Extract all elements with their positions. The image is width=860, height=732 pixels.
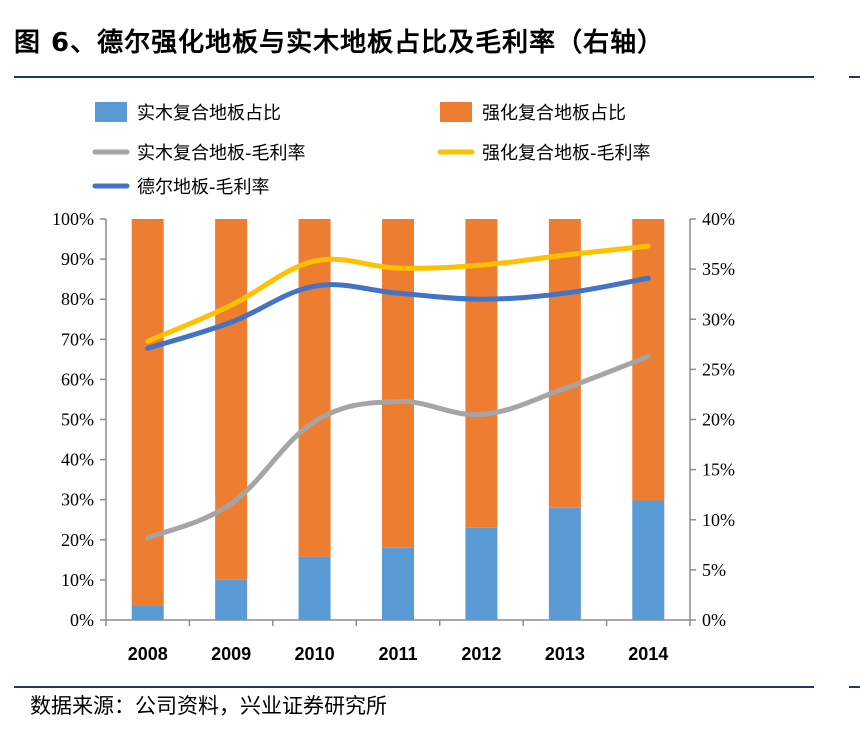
bar-laminate-share-2013 bbox=[548, 219, 581, 508]
left-tick-label: 20% bbox=[61, 530, 94, 550]
left-tick-label: 40% bbox=[61, 450, 94, 470]
bar-solid-share-2010 bbox=[298, 556, 331, 620]
bar-laminate-share-2011 bbox=[382, 219, 414, 548]
figure-title: 图 6、德尔强化地板与实木地板占比及毛利率（右轴） bbox=[14, 28, 665, 58]
line-laminate-margin bbox=[145, 243, 651, 344]
right-tick-label: 0% bbox=[702, 610, 726, 630]
left-axis-ticks: 0% 10% 20% 30% 40% 50% 60% 70% 80% 90% 100% bbox=[52, 209, 94, 630]
bar-laminate-share-2009 bbox=[215, 219, 248, 580]
bar-solid-share-2012 bbox=[465, 527, 498, 620]
left-tick-label: 50% bbox=[61, 410, 94, 430]
line-solid-margin bbox=[145, 353, 651, 541]
right-tick-label: 25% bbox=[702, 359, 735, 379]
line-der-margin bbox=[145, 275, 651, 351]
bar-laminate-share-2010 bbox=[298, 219, 331, 557]
bar-laminate-share-2012 bbox=[465, 219, 498, 528]
left-tick-label: 0% bbox=[70, 610, 94, 630]
legend-swatch-laminate-share bbox=[440, 102, 472, 122]
x-tick-label: 2013 bbox=[545, 644, 585, 664]
lines bbox=[145, 243, 651, 541]
bar-solid-share-2014 bbox=[632, 500, 665, 620]
left-tick-label: 30% bbox=[61, 490, 94, 510]
edge-tick-bottom bbox=[849, 686, 860, 688]
x-tick-label: 2012 bbox=[461, 644, 501, 664]
x-axis-ticks: 2008 2009 2010 2011 2012 2013 2014 bbox=[128, 644, 669, 664]
bar-solid-share-2011 bbox=[382, 547, 414, 620]
right-tick-label: 40% bbox=[702, 209, 735, 229]
x-tick-label: 2008 bbox=[128, 644, 168, 664]
right-axis-ticks: 0% 5% 10% 15% 20% 25% 30% 35% 40% bbox=[702, 209, 735, 630]
legend-label-laminate-share: 强化复合地板占比 bbox=[482, 103, 626, 124]
source-note: 数据来源：公司资料，兴业证券研究所 bbox=[30, 694, 387, 718]
bar-solid-share-2008 bbox=[131, 605, 164, 620]
right-tick-label: 10% bbox=[702, 510, 735, 530]
left-tick-label: 90% bbox=[61, 249, 94, 269]
title-underline bbox=[14, 76, 814, 78]
right-tick-label: 30% bbox=[702, 309, 735, 329]
bar-solid-share-2009 bbox=[215, 579, 248, 620]
x-tick-label: 2011 bbox=[378, 644, 417, 664]
right-tick-label: 20% bbox=[702, 410, 735, 430]
right-tick-label: 35% bbox=[702, 259, 735, 279]
x-tick-label: 2010 bbox=[295, 644, 335, 664]
right-tick-label: 5% bbox=[702, 560, 726, 580]
legend-label-laminate-margin: 强化复合地板-毛利率 bbox=[482, 143, 651, 164]
left-tick-label: 100% bbox=[52, 209, 94, 229]
legend-label-solid-share: 实木复合地板占比 bbox=[137, 103, 281, 124]
left-tick-label: 10% bbox=[61, 570, 94, 590]
x-tick-label: 2009 bbox=[211, 644, 251, 664]
bar-solid-share-2013 bbox=[548, 507, 581, 620]
source-rule bbox=[14, 686, 814, 688]
legend-label-solid-margin: 实木复合地板-毛利率 bbox=[137, 143, 306, 164]
left-tick-label: 60% bbox=[61, 369, 94, 389]
legend: 实木复合地板占比 强化复合地板占比 实木复合地板-毛利率 强化复合地板-毛利率 … bbox=[92, 102, 651, 198]
bars bbox=[131, 219, 665, 620]
x-tick-label: 2014 bbox=[628, 644, 668, 664]
legend-swatch-solid-share bbox=[95, 102, 127, 122]
left-tick-label: 70% bbox=[61, 329, 94, 349]
edge-tick-top bbox=[849, 76, 860, 78]
bar-laminate-share-2008 bbox=[131, 219, 164, 606]
legend-label-der-margin: 德尔地板-毛利率 bbox=[137, 177, 270, 198]
right-tick-label: 15% bbox=[702, 460, 735, 480]
left-tick-label: 80% bbox=[61, 289, 94, 309]
